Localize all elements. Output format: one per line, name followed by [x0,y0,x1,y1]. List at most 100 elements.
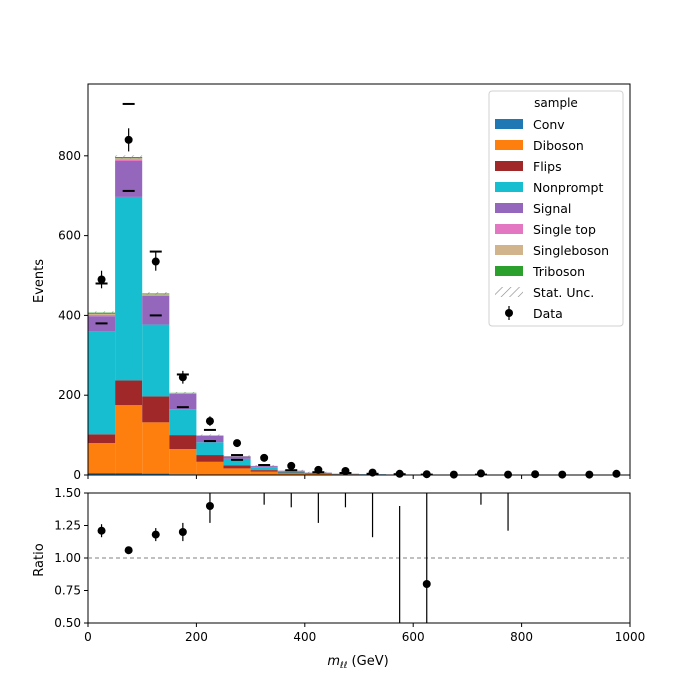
ratio-tick-label-1: 0.75 [54,584,81,598]
bar-signal-6 [250,466,278,468]
bar-nonprompt-2 [142,324,170,397]
bar-flips-6 [250,470,278,472]
bar-signal-5 [223,456,251,459]
data-point-1 [124,135,133,144]
stat-unc-1 [115,155,143,159]
bar-single-top-2 [142,295,170,296]
legend-swatch-1 [495,140,523,150]
bar-diboson-1 [115,405,143,474]
bar-diboson-8 [304,473,332,475]
y-axis-label: Events [32,259,47,303]
ratio-frame [87,492,631,624]
main-frame [87,83,631,476]
ratio-points [97,493,509,623]
bar-conv-1 [115,473,143,475]
stat-unc-0 [88,311,116,314]
ratio-point-1 [124,546,133,555]
main-plot: 0 200 400 600 800 [58,83,631,482]
bar-flips-5 [223,465,251,469]
data-point-6 [260,453,269,462]
y-tick-label-3: 600 [58,229,81,243]
legend-swatch-6 [495,245,523,255]
x-axis-label-unit: (GeV) [347,654,388,669]
x-axis-label: mℓℓ (GeV) [327,654,388,671]
x-tick-label-4: 800 [510,630,533,644]
bar-diboson-2 [142,422,170,474]
x-tick-label-2: 400 [293,630,316,644]
bar-flips-2 [142,396,170,423]
stat-unc-5 [223,455,251,457]
x-axis-label-sub: ℓℓ [339,661,347,671]
bar-diboson-4 [196,461,224,475]
x-axis-label-main: m [327,654,340,669]
data-point-19 [612,469,621,478]
ratio-tick-label-2: 1.00 [54,551,81,565]
bar-diboson-0 [88,443,116,474]
legend-label-stat-unc: Stat. Unc. [533,285,594,300]
bar-nonprompt-3 [169,409,197,436]
legend: sample Conv Diboson Flips Nonprompt Signal Sin… [488,90,624,327]
y-tick-label-2: 400 [58,308,81,322]
bar-nonprompt-5 [223,458,251,466]
legend-swatch-0 [495,119,523,129]
legend-title: sample [534,96,578,110]
bar-nonprompt-6 [250,467,278,471]
ratio-plot: 0 200 400 600 800 1000 0.50 0.75 1.00 1.25 1.50 [54,486,645,644]
data-point-12 [422,470,431,479]
data-point-0 [97,275,106,284]
legend-swatch-5 [495,224,523,234]
x-tick-label-3: 600 [402,630,425,644]
legend-label-4: Signal [533,201,571,216]
data-point-8 [314,465,323,474]
bar-nonprompt-1 [115,196,143,381]
ratio-tick-label-4: 1.50 [54,486,81,500]
legend-data-marker [505,309,513,317]
bar-signal-3 [169,394,197,410]
legend-label-5: Single top [533,222,596,237]
legend-swatch-3 [495,182,523,192]
data-point-7 [287,461,296,470]
x-tick-label-5: 1000 [615,630,646,644]
y-tick-label-4: 800 [58,149,81,163]
data-point-14 [476,469,485,478]
legend-label-0: Conv [533,117,565,132]
data-point-16 [531,470,540,479]
bar-diboson-5 [223,468,251,475]
ratio-point-4 [205,502,214,510]
legend-label-1: Diboson [533,138,584,153]
ratio-bar-point-6 [422,580,431,588]
legend-label-3: Nonprompt [533,180,603,195]
bar-nonprompt-0 [88,331,116,435]
bar-single-top-1 [115,159,143,162]
ratio-tick-label-0: 0.50 [54,616,81,630]
legend-label-7: Triboson [532,264,585,279]
legend-label-data: Data [533,306,563,321]
data-point-2 [151,257,160,266]
x-tick-label-0: 0 [84,630,92,644]
bar-singleboson-0 [88,313,116,316]
x-tick-label-1: 200 [185,630,208,644]
ratio-axis-label: Ratio [32,543,47,576]
legend-swatch-stat-unc [495,287,523,297]
bar-single-top-0 [88,315,116,317]
bar-flips-7 [277,472,305,474]
bar-signal-2 [142,295,170,325]
bar-flips-3 [169,435,197,450]
legend-label-2: Flips [533,159,562,174]
legend-swatch-4 [495,203,523,213]
ratio-point-0 [97,526,106,535]
stat-unc-2 [142,292,170,295]
ratio-tick-label-3: 1.25 [54,519,81,533]
bar-signal-4 [196,435,224,443]
stat-unc-3 [169,391,197,394]
ratio-point-2 [151,530,160,539]
bar-flips-0 [88,434,116,444]
bar-diboson-3 [169,449,197,475]
bar-diboson-7 [277,473,305,475]
legend-swatch-7 [495,266,523,276]
data-point-5 [233,439,242,448]
bar-diboson-6 [250,471,278,475]
data-point-9 [341,467,350,476]
stat-unc-4 [196,434,224,437]
bar-singleboson-1 [115,158,143,160]
